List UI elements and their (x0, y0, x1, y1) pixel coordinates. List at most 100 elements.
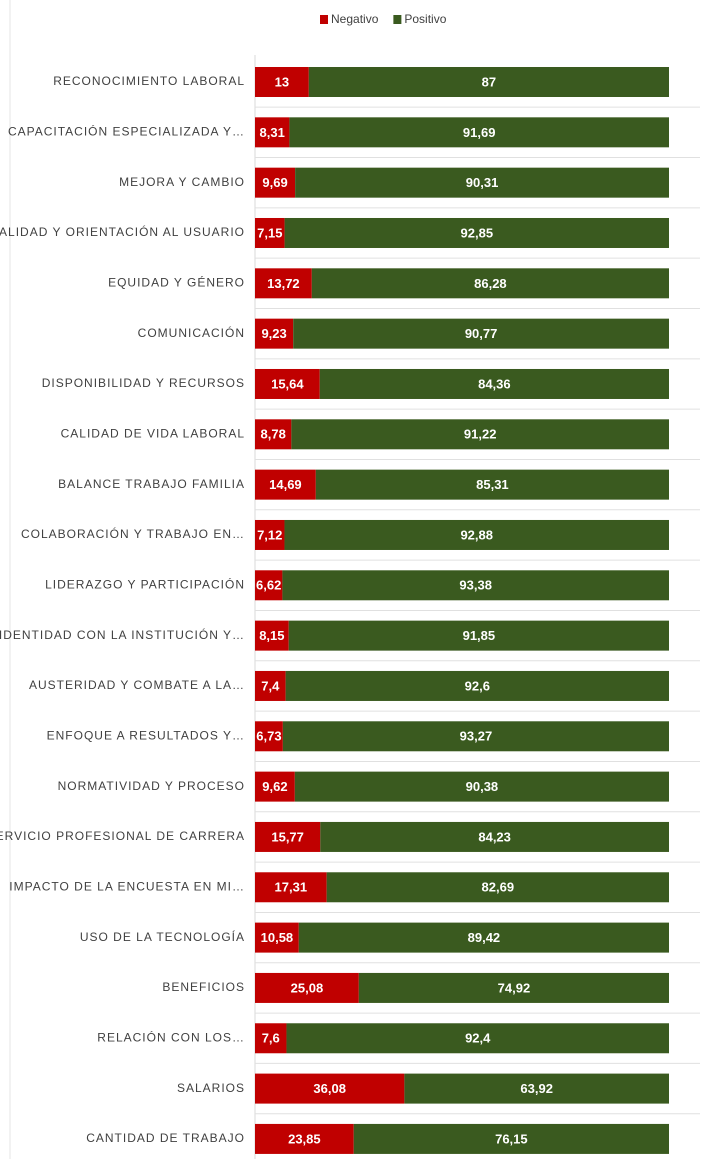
bar-segment (282, 570, 669, 601)
category-label: IMPACTO DE LA ENCUESTA EN MI… (9, 879, 245, 893)
bar-segment (255, 167, 296, 198)
bar-segment (255, 1023, 287, 1054)
data-label: 6,73 (256, 729, 281, 744)
data-label: 92,85 (461, 225, 494, 240)
bar-segment (255, 519, 285, 550)
category-label: COLABORACIÓN Y TRABAJO EN… (21, 526, 245, 541)
data-label: 91,22 (464, 427, 497, 442)
bar-segment (255, 872, 327, 903)
category-label: SERVICIO PROFESIONAL DE CARRERA (0, 829, 245, 843)
data-label: 87 (482, 74, 496, 89)
bar-segment (255, 419, 292, 450)
bar-segment (358, 972, 669, 1003)
category-label: DISPONIBILIDAD Y RECURSOS (42, 376, 245, 390)
data-label: 63,92 (520, 1081, 553, 1096)
bar-segment (255, 620, 289, 651)
data-label: 74,92 (498, 980, 531, 995)
bar-segment (311, 268, 669, 299)
bar-segment (255, 721, 283, 752)
category-label: CALIDAD Y ORIENTACIÓN AL USUARIO (0, 224, 245, 239)
data-label: 8,31 (260, 125, 285, 140)
data-label: 84,23 (478, 829, 511, 844)
data-label: 9,69 (262, 175, 287, 190)
bar-segment (255, 1073, 405, 1104)
data-label: 92,4 (465, 1031, 491, 1046)
data-label: 17,31 (275, 880, 308, 895)
data-label: 93,27 (460, 729, 493, 744)
data-label: 36,08 (313, 1081, 346, 1096)
bar-segment (289, 117, 669, 148)
data-label: 92,6 (465, 678, 490, 693)
category-label: BALANCE TRABAJO FAMILIA (58, 477, 245, 491)
bar-segment (293, 318, 669, 349)
data-label: 93,38 (459, 578, 492, 593)
category-label: BENEFICIOS (162, 980, 245, 994)
bar-segment (255, 67, 309, 97)
data-label: 14,69 (269, 477, 302, 492)
bar-segment (315, 469, 669, 500)
bar-segment (285, 670, 669, 701)
bar-segment (255, 771, 295, 802)
bar-segment (255, 318, 294, 349)
category-label: USO DE LA TECNOLOGÍA (80, 929, 245, 944)
data-label: 90,77 (465, 326, 498, 341)
data-label: 90,38 (466, 779, 499, 794)
data-label: 82,69 (482, 880, 515, 895)
category-label: ENFOQUE A RESULTADOS Y… (47, 728, 245, 742)
data-label: 13,72 (267, 276, 300, 291)
legend-label: Positivo (404, 12, 446, 26)
bar-segment (291, 419, 669, 450)
category-label: CALIDAD DE VIDA LABORAL (61, 426, 245, 440)
bar-segment (255, 570, 283, 601)
data-label: 76,15 (495, 1131, 528, 1146)
bar-segment (255, 1123, 354, 1154)
bar-segment (255, 922, 299, 953)
category-label: LIDERAZGO Y PARTICIPACIÓN (45, 576, 245, 591)
bar-segment (286, 1023, 669, 1054)
data-label: 25,08 (291, 980, 324, 995)
bar-segment (255, 268, 312, 299)
category-label: RELACIÓN CON LOS… (97, 1029, 245, 1044)
data-label: 90,31 (466, 175, 499, 190)
category-label: CANTIDAD DE TRABAJO (86, 1131, 245, 1145)
bar-segment (284, 217, 669, 248)
category-label: MEJORA Y CAMBIO (119, 175, 245, 189)
bar-segment (308, 67, 669, 97)
bar-segment (319, 368, 669, 399)
data-label: 7,4 (261, 678, 280, 693)
data-label: 91,69 (463, 125, 496, 140)
category-label: SALARIOS (177, 1081, 245, 1095)
bar-segment (284, 519, 669, 550)
bar-segment (255, 821, 321, 852)
bar-segment (288, 620, 669, 651)
bar-segment (255, 368, 320, 399)
bar-segment (255, 469, 316, 500)
data-label: 15,64 (271, 376, 304, 391)
bar-segment (255, 117, 290, 148)
category-label: NORMATIVIDAD Y PROCESO (58, 779, 245, 793)
data-label: 15,77 (271, 829, 304, 844)
category-label: COMUNICACIÓN (138, 325, 245, 340)
data-label: 91,85 (463, 628, 496, 643)
bar-segment (294, 771, 669, 802)
data-label: 9,62 (262, 779, 287, 794)
data-label: 85,31 (476, 477, 509, 492)
data-label: 23,85 (288, 1131, 321, 1146)
legend-swatch (320, 15, 328, 24)
data-label: 92,88 (460, 527, 493, 542)
legend-swatch (393, 15, 402, 24)
data-label: 8,15 (259, 628, 284, 643)
data-label: 84,36 (478, 376, 511, 391)
bar-segment (326, 872, 669, 903)
bar-segment (320, 821, 669, 852)
data-label: 10,58 (261, 930, 294, 945)
legend-label: Negativo (331, 12, 379, 26)
data-label: 7,15 (257, 225, 282, 240)
category-label: EQUIDAD Y GÉNERO (108, 274, 245, 289)
bar-segment (255, 972, 359, 1003)
bar-segment (404, 1073, 669, 1104)
bar-segment (295, 167, 669, 198)
category-label: RECONOCIMIENTO LABORAL (53, 74, 245, 88)
data-label: 7,12 (257, 527, 282, 542)
